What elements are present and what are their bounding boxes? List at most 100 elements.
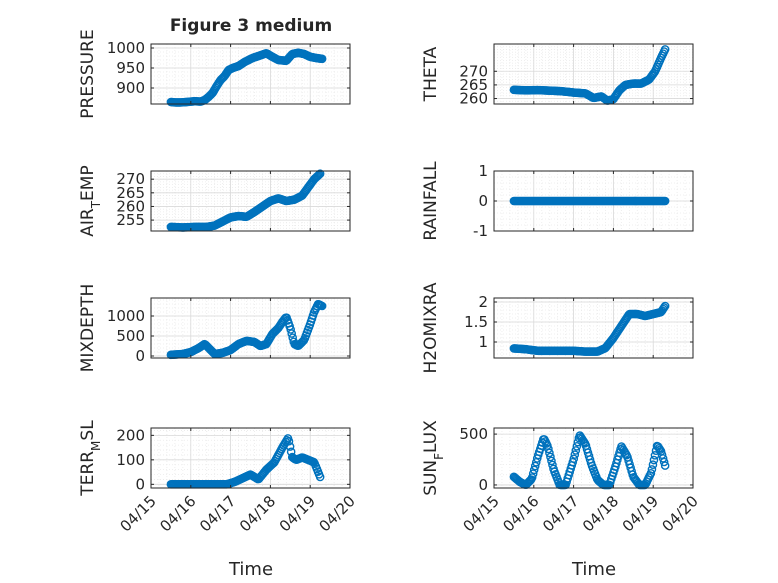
y-tick-label: 265 bbox=[116, 184, 145, 202]
data-point bbox=[649, 455, 659, 465]
y-tick-label: 270 bbox=[116, 170, 145, 188]
data-point bbox=[309, 457, 319, 467]
y-axis-label: AIRTEMP bbox=[78, 165, 103, 236]
axes-frame bbox=[150, 170, 351, 232]
x-tick-label: 04/17 bbox=[196, 492, 239, 535]
y-axis-label: THETA bbox=[421, 46, 441, 102]
x-tick-label: 04/18 bbox=[579, 492, 622, 535]
y-tick-label: 1 bbox=[478, 162, 488, 180]
y-axis-label: RAINFALL bbox=[421, 161, 441, 241]
x-tick-label: 04/20 bbox=[659, 492, 702, 535]
y-tick-label: 900 bbox=[116, 79, 145, 97]
y-axis-label-part: SUN bbox=[421, 460, 441, 496]
data-point bbox=[317, 54, 327, 64]
data-point bbox=[648, 460, 658, 469]
data-point bbox=[570, 450, 580, 459]
y-tick-label: 1000 bbox=[107, 39, 145, 57]
axes-frame bbox=[493, 297, 694, 359]
y-axis-label-part: T bbox=[89, 200, 103, 209]
y-tick-label: -1 bbox=[473, 222, 488, 240]
data-point bbox=[544, 444, 553, 454]
y-tick-label: 0 bbox=[135, 475, 145, 493]
axes-frame bbox=[150, 43, 351, 105]
y-tick-label: 0 bbox=[478, 192, 488, 210]
data-point bbox=[529, 465, 539, 475]
data-point bbox=[313, 171, 323, 180]
data-point bbox=[646, 469, 656, 478]
y-axis-label-part: TERR bbox=[78, 451, 98, 497]
y-tick-label: 2 bbox=[478, 293, 488, 311]
data-point bbox=[530, 461, 540, 471]
y-axis-label-part: PRESSURE bbox=[78, 29, 98, 118]
data-point bbox=[545, 448, 554, 458]
figure-title: Figure 3 medium bbox=[170, 16, 332, 36]
y-tick-label: 260 bbox=[116, 197, 145, 215]
data-point bbox=[655, 445, 665, 455]
y-tick-label: 1 bbox=[478, 333, 488, 351]
data-point bbox=[286, 325, 295, 334]
data-point bbox=[660, 196, 670, 206]
y-axis-label-part: AIR bbox=[78, 208, 98, 237]
data-point bbox=[527, 473, 537, 482]
subplot-rainfall: -1 0 1 RAINFALL bbox=[421, 161, 694, 241]
y-axis-label-part: EMP bbox=[78, 165, 98, 201]
y-tick-label: 200 bbox=[116, 426, 145, 444]
data-point bbox=[315, 169, 325, 179]
y-axis-label: MIXDEPTH bbox=[78, 284, 98, 373]
axes-frame bbox=[493, 427, 694, 489]
y-tick-label: 1000 bbox=[107, 307, 145, 325]
data-point bbox=[659, 303, 669, 312]
y-tick-label: 260 bbox=[459, 90, 488, 108]
data-point bbox=[660, 45, 670, 54]
x-tick-label: 04/15 bbox=[460, 492, 503, 535]
y-tick-label: 500 bbox=[116, 327, 145, 345]
y-axis-label-part: RAINFALL bbox=[421, 161, 441, 241]
data-point bbox=[287, 329, 296, 338]
x-tick-label: 04/17 bbox=[539, 492, 582, 535]
y-tick-label: 255 bbox=[116, 211, 145, 229]
y-axis-label-part: H2OMIXRA bbox=[421, 282, 441, 373]
data-point bbox=[285, 442, 295, 451]
y-axis-label: H2OMIXRA bbox=[421, 282, 441, 373]
y-axis-label: PRESSURE bbox=[78, 29, 98, 118]
axes-frame bbox=[493, 43, 694, 105]
data-point bbox=[569, 454, 579, 464]
x-axis-label-right: Time bbox=[571, 559, 616, 580]
data-point bbox=[547, 456, 556, 466]
data-point bbox=[659, 457, 669, 467]
subplot-h2omixra: 1 1.5 2 H2OMIXRA bbox=[421, 282, 694, 374]
data-point bbox=[572, 442, 582, 451]
y-tick-label: 270 bbox=[459, 62, 488, 80]
data-point bbox=[528, 469, 538, 478]
x-tick-label: 04/19 bbox=[619, 492, 662, 535]
axes-frame bbox=[150, 297, 351, 359]
y-tick-label: 1.5 bbox=[464, 313, 488, 331]
x-tick-label: 04/19 bbox=[276, 492, 319, 535]
x-tick-label: 04/15 bbox=[117, 492, 160, 535]
y-tick-label: 950 bbox=[116, 59, 145, 77]
y-axis-label-part: F bbox=[432, 453, 446, 460]
x-tick-label: 04/18 bbox=[236, 492, 279, 535]
data-point bbox=[284, 436, 294, 446]
data-point bbox=[315, 472, 325, 482]
y-axis-label-part: MIXDEPTH bbox=[78, 284, 98, 373]
y-axis-label: TERRMSL bbox=[78, 420, 103, 497]
subplot-mixdepth: 0 500 1000 MIXDEPTH bbox=[78, 284, 351, 373]
y-axis-label-part: M bbox=[89, 441, 103, 451]
data-point bbox=[317, 301, 327, 311]
data-point bbox=[571, 446, 581, 455]
y-tick-label: 265 bbox=[459, 76, 488, 94]
y-axis-label-part: THETA bbox=[421, 46, 441, 102]
y-axis-label: SUNFLUX bbox=[421, 420, 446, 496]
y-axis-label-part: SL bbox=[78, 420, 98, 441]
data-point bbox=[647, 465, 657, 474]
data-point bbox=[546, 452, 555, 462]
x-axis-label-left: Time bbox=[228, 559, 273, 580]
y-tick-label: 0 bbox=[478, 476, 488, 494]
x-tick-label: 04/20 bbox=[316, 492, 359, 535]
axes-frame bbox=[150, 427, 351, 489]
